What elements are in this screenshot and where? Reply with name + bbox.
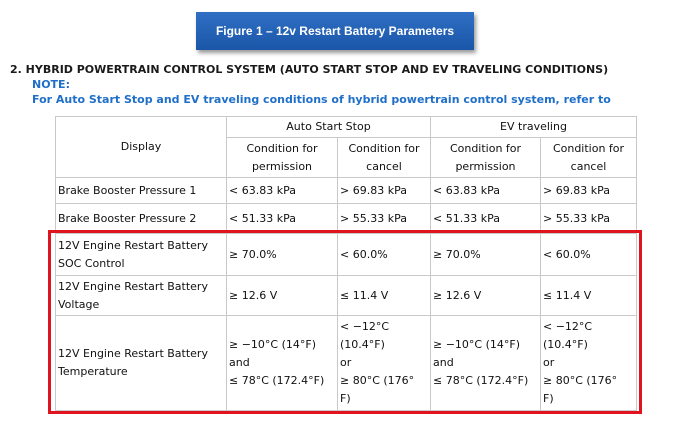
- header-row: Display Auto Start Stop EV traveling: [55, 116, 637, 178]
- subheader-cell: Condition for permission: [226, 137, 338, 178]
- figure-button[interactable]: Figure 1 – 12v Restart Battery Parameter…: [196, 12, 474, 50]
- row-label: Brake Booster Pressure 1: [55, 177, 227, 204]
- note-text[interactable]: For Auto Start Stop and EV traveling con…: [32, 93, 611, 106]
- value-cell: ≥ 12.6 V: [226, 275, 338, 316]
- table-row: 12V Engine Restart Battery Temperature ≥ …: [55, 315, 637, 411]
- header-cell: Display: [55, 116, 227, 178]
- value-cell: < 51.33 kPa: [430, 203, 541, 234]
- section-heading: 2. HYBRID POWERTRAIN CONTROL SYSTEM (AUT…: [10, 63, 609, 76]
- group-header: Auto Start Stop: [226, 116, 431, 138]
- subheader-cell: Condition for cancel: [337, 137, 431, 178]
- value-cell: > 69.83 kPa: [337, 177, 431, 204]
- value-cell: ≥ 70.0%: [226, 233, 338, 276]
- value-cell: > 69.83 kPa: [540, 177, 637, 204]
- value-cell: ≤ 11.4 V: [337, 275, 431, 316]
- value-cell: < −12°C (10.4°F) or ≥ 80°C (176° F): [337, 315, 431, 411]
- table-row: Brake Booster Pressure 2 < 51.33 kPa > 55.…: [55, 203, 637, 234]
- row-label: 12V Engine Restart Battery Voltage: [55, 275, 227, 316]
- value-cell: ≥ −10°C (14°F) and ≤ 78°C (172.4°F): [430, 315, 541, 411]
- parameters-table: Display Auto Start Stop EV traveling Condit…: [55, 116, 637, 411]
- note-label: NOTE:: [32, 78, 70, 91]
- value-cell: < 51.33 kPa: [226, 203, 338, 234]
- value-cell: < −12°C (10.4°F) or ≥ 80°C (176° F): [540, 315, 637, 411]
- value-cell: > 55.33 kPa: [337, 203, 431, 234]
- highlight-box: [48, 230, 642, 414]
- value-cell: < 63.83 kPa: [430, 177, 541, 204]
- group-header: EV traveling: [430, 116, 637, 138]
- value-cell: > 55.33 kPa: [540, 203, 637, 234]
- value-cell: ≥ −10°C (14°F) and ≤ 78°C (172.4°F): [226, 315, 338, 411]
- table-row: 12V Engine Restart Battery SOC Control ≥ …: [55, 233, 637, 276]
- row-label: Brake Booster Pressure 2: [55, 203, 227, 234]
- subheader-cell: Condition for permission: [430, 137, 541, 178]
- value-cell: ≥ 70.0%: [430, 233, 541, 276]
- table-row: Brake Booster Pressure 1 < 63.83 kPa > 69.…: [55, 177, 637, 204]
- table-row: 12V Engine Restart Battery Voltage ≥ 12.6…: [55, 275, 637, 316]
- value-cell: ≥ 12.6 V: [430, 275, 541, 316]
- subheader-row: Condition for permission Condition for ca…: [56, 137, 637, 178]
- subheader-cell: Condition for cancel: [540, 137, 637, 178]
- value-cell: < 63.83 kPa: [226, 177, 338, 204]
- row-label: 12V Engine Restart Battery SOC Control: [55, 233, 227, 276]
